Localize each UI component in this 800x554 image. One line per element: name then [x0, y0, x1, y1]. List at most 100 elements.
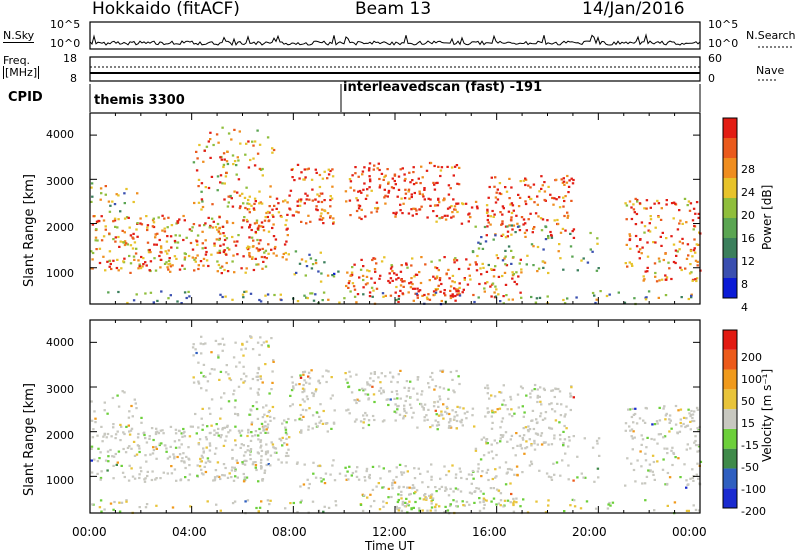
data-cell — [305, 381, 308, 384]
data-cell — [694, 278, 697, 281]
data-cell — [156, 299, 159, 302]
data-cell — [195, 169, 199, 172]
data-cell — [136, 436, 140, 439]
data-cell — [438, 505, 441, 508]
data-cell — [285, 219, 288, 222]
data-cell — [208, 407, 211, 410]
data-cell — [90, 459, 93, 462]
data-cell — [449, 419, 452, 422]
data-cell — [458, 382, 461, 386]
data-cell — [264, 294, 267, 297]
data-cell — [245, 476, 249, 479]
data-cell — [392, 479, 395, 482]
data-cell — [324, 422, 328, 425]
data-cell — [178, 234, 181, 237]
data-cell — [697, 509, 701, 512]
data-cell — [409, 181, 412, 184]
data-cell — [678, 209, 681, 212]
data-cell — [241, 461, 244, 464]
data-cell — [196, 254, 199, 257]
data-cell — [488, 185, 491, 189]
data-cell — [347, 282, 351, 285]
data-cell — [134, 252, 138, 255]
data-cell — [129, 244, 133, 247]
data-cell — [680, 425, 683, 428]
data-cell — [406, 486, 409, 489]
data-cell — [112, 220, 115, 223]
data-cell — [477, 241, 480, 244]
data-cell — [657, 202, 661, 205]
data-cell — [409, 281, 413, 284]
data-cell — [689, 447, 692, 450]
data-cell — [470, 492, 473, 495]
data-cell — [228, 248, 231, 251]
data-cell — [260, 255, 264, 259]
data-cell — [499, 492, 503, 495]
data-cell — [666, 471, 670, 475]
data-cell — [264, 431, 267, 434]
data-cell — [319, 403, 322, 406]
data-cell — [528, 428, 532, 431]
data-cell — [227, 373, 230, 376]
data-cell — [508, 177, 511, 180]
data-cell — [525, 446, 529, 449]
data-cell — [95, 220, 99, 223]
data-cell — [224, 175, 228, 178]
data-cell — [636, 200, 639, 203]
data-cell — [453, 391, 456, 394]
data-cell — [104, 269, 107, 272]
data-cell — [649, 215, 652, 218]
data-cell — [209, 224, 212, 227]
data-cell — [227, 132, 231, 135]
data-cell — [540, 443, 544, 446]
data-cell — [215, 423, 218, 426]
data-cell — [555, 198, 558, 201]
data-cell — [651, 470, 654, 473]
data-cell — [539, 386, 542, 389]
data-cell — [443, 256, 446, 259]
data-cell — [423, 416, 426, 419]
data-cell — [134, 402, 137, 405]
data-cell — [211, 203, 214, 206]
data-cell — [489, 285, 492, 288]
data-cell — [399, 168, 402, 171]
data-cell — [129, 429, 133, 432]
data-cell — [135, 247, 138, 250]
data-cell — [519, 444, 522, 448]
data-cell — [691, 255, 694, 258]
power-ytick-3000: 3000 — [46, 175, 74, 188]
data-cell — [468, 212, 471, 215]
data-cell — [109, 448, 112, 452]
data-cell — [226, 476, 230, 479]
data-cell — [176, 220, 179, 223]
data-cell — [395, 411, 398, 414]
data-cell — [234, 469, 237, 472]
data-cell — [544, 225, 548, 229]
data-cell — [272, 359, 275, 362]
data-cell — [481, 262, 484, 265]
data-cell — [400, 264, 403, 267]
x-tick-0000-end: 00:00 — [672, 525, 707, 539]
data-cell — [184, 476, 187, 479]
data-cell — [684, 425, 687, 429]
data-cell — [500, 420, 504, 423]
data-cell — [639, 450, 642, 453]
data-cell — [379, 477, 382, 480]
data-cell — [353, 189, 356, 192]
data-cell — [495, 453, 498, 457]
data-cell — [362, 188, 365, 191]
data-cell — [299, 501, 302, 504]
data-cell — [533, 226, 536, 229]
data-cell — [512, 500, 516, 503]
data-cell — [272, 148, 276, 152]
data-cell — [515, 283, 519, 286]
data-cell — [361, 274, 365, 277]
data-cell — [471, 414, 474, 417]
data-cell — [202, 375, 205, 378]
data-cell — [447, 470, 451, 473]
data-cell — [431, 371, 434, 375]
data-cell — [176, 455, 179, 459]
data-cell — [624, 202, 627, 205]
data-cell — [290, 389, 294, 392]
data-cell — [281, 444, 284, 447]
